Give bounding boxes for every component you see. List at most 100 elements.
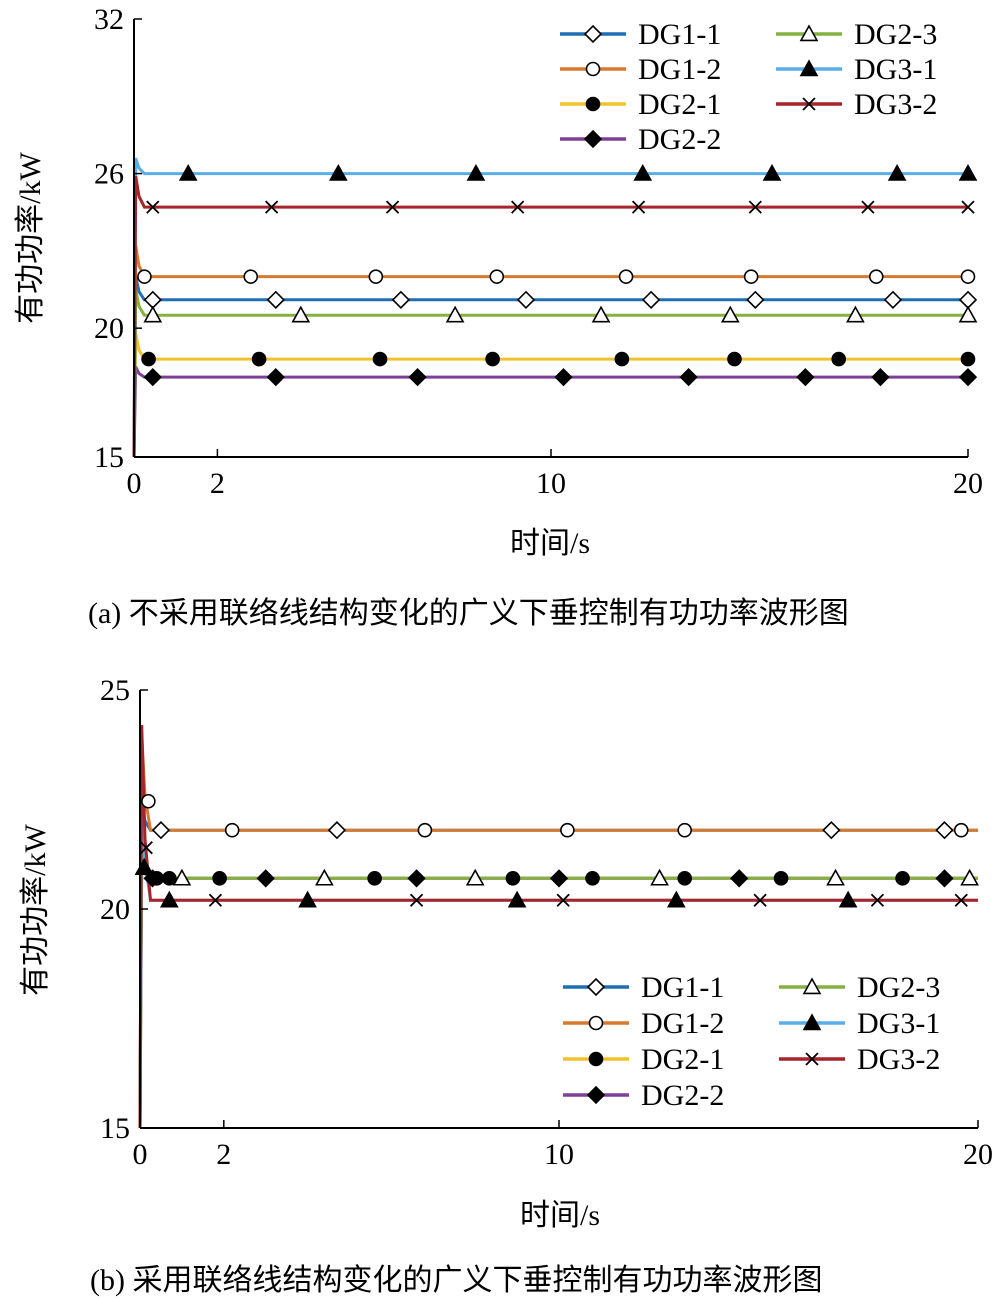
data-point-dg3-2 <box>556 893 570 907</box>
y-axis-title-b: 有功功率/kW <box>19 823 52 995</box>
data-point-dg1-2 <box>224 822 240 838</box>
data-point-dg1-1 <box>883 290 903 309</box>
x-tick-label: 20 <box>963 1138 993 1171</box>
data-point-dg2-3 <box>445 305 465 323</box>
x-tick-label: 20 <box>953 467 983 500</box>
legend-marker <box>588 1015 604 1031</box>
data-point-dg3-1 <box>762 163 782 181</box>
series-line-dg1-2 <box>138 733 978 1129</box>
data-point-dg3-2 <box>385 200 400 214</box>
legend-item-dg1-1: DG1-1 <box>560 18 721 51</box>
series-line-dg1-1 <box>132 276 968 458</box>
legend-label: DG3-2 <box>857 1043 940 1076</box>
data-point-dg3-1 <box>507 890 527 908</box>
data-point-dg3-1 <box>466 163 486 181</box>
data-point-dg2-2 <box>679 367 698 387</box>
data-point-dg1-2 <box>137 269 152 284</box>
legend-label: DG2-2 <box>638 123 721 156</box>
series-line-dg3-2 <box>132 175 968 458</box>
data-point-dg3-2 <box>961 200 975 214</box>
series-line-dg3-1 <box>138 790 978 1129</box>
data-point-dg1-1 <box>822 821 841 840</box>
data-point-dg1-2 <box>489 269 505 284</box>
caption-a: (a) 不采用联络线结构变化的广义下垂控制有功功率波形图 <box>88 597 849 630</box>
legend-marker <box>583 24 603 44</box>
data-point-dg3-1 <box>633 163 653 181</box>
legend-label: DG3-1 <box>857 1007 940 1040</box>
series-line-dg2-2 <box>132 366 968 458</box>
data-point-dg1-1 <box>266 290 285 309</box>
legend-item-dg2-1: DG2-1 <box>560 88 721 121</box>
data-point-dg1-1 <box>958 290 978 309</box>
data-point-dg2-3 <box>650 868 669 886</box>
data-point-dg2-2 <box>266 367 285 387</box>
series-line-dg1-2 <box>132 245 968 458</box>
plot-markers-a <box>137 163 978 387</box>
data-point-dg1-2 <box>868 269 884 284</box>
legend-item-dg3-2: DG3-2 <box>776 88 937 121</box>
data-point-dg3-2 <box>511 200 525 214</box>
data-point-dg3-1 <box>958 163 978 181</box>
data-point-dg1-2 <box>417 822 433 838</box>
data-point-dg2-1 <box>367 871 382 886</box>
x-tick-label: 0 <box>127 467 142 500</box>
data-point-dg2-1 <box>773 871 789 886</box>
legend-item-dg1-2: DG1-2 <box>563 1007 724 1040</box>
x-tick-label: 2 <box>216 1138 231 1171</box>
legend-label: DG2-2 <box>641 1079 724 1112</box>
data-point-dg2-1 <box>251 351 267 367</box>
data-point-dg2-1 <box>677 871 693 886</box>
data-point-dg2-1 <box>831 351 847 367</box>
data-point-dg2-2 <box>549 869 569 888</box>
data-point-dg2-1 <box>727 351 742 367</box>
plot-lines-a <box>132 157 968 458</box>
data-point-dg2-1 <box>960 351 976 367</box>
data-point-dg2-1 <box>212 871 227 886</box>
data-point-dg3-1 <box>134 857 154 875</box>
data-point-dg3-2 <box>208 893 223 907</box>
data-point-dg3-1 <box>838 890 858 908</box>
data-point-dg3-1 <box>666 890 686 908</box>
data-point-dg2-3 <box>172 868 192 886</box>
data-point-dg2-3 <box>960 868 979 886</box>
data-point-dg3-2 <box>146 200 160 214</box>
data-point-dg2-1 <box>141 351 156 367</box>
legend-marker <box>802 97 816 111</box>
legend-label: DG1-2 <box>638 53 721 86</box>
legend-label: DG1-2 <box>641 1007 724 1040</box>
data-point-dg2-1 <box>372 351 388 367</box>
data-point-dg2-2 <box>796 367 815 387</box>
data-point-dg2-2 <box>408 367 427 387</box>
legend-marker <box>586 977 606 997</box>
data-point-dg1-2 <box>618 269 634 284</box>
axis-ticks-a: 0 2 10 20 15 20 26 32 <box>94 3 983 500</box>
series-line-dg3-1 <box>132 157 968 458</box>
legend-marker <box>805 1052 819 1066</box>
axis-ticks-b: 0 2 10 20 15 20 25 <box>100 674 993 1171</box>
legend-marker <box>802 977 822 995</box>
legend-item-dg2-2: DG2-2 <box>560 123 721 156</box>
x-tick-label: 0 <box>133 1138 148 1171</box>
data-point-dg3-2 <box>748 200 762 214</box>
data-point-dg2-2 <box>730 869 749 888</box>
plot-markers-b <box>134 793 979 908</box>
data-point-dg3-1 <box>159 890 179 908</box>
data-point-dg3-2 <box>409 893 424 907</box>
legend-item-dg3-1: DG3-1 <box>776 53 937 86</box>
data-point-dg1-1 <box>516 290 536 309</box>
data-point-dg3-2 <box>631 200 646 214</box>
plot-lines-b <box>138 724 978 1129</box>
data-point-dg2-3 <box>720 305 740 323</box>
data-point-dg2-2 <box>935 869 954 888</box>
x-tick-label: 10 <box>536 467 566 500</box>
legend-label: DG3-1 <box>854 53 937 86</box>
x-axis-title-b: 时间/s <box>520 1199 600 1232</box>
data-point-dg2-3 <box>826 868 845 886</box>
data-point-dg1-2 <box>960 269 976 284</box>
data-point-dg2-2 <box>143 367 162 387</box>
legend-marker <box>799 24 819 42</box>
data-point-dg3-1 <box>298 890 317 908</box>
data-point-dg1-2 <box>368 269 384 284</box>
legend-label: DG2-1 <box>641 1043 724 1076</box>
